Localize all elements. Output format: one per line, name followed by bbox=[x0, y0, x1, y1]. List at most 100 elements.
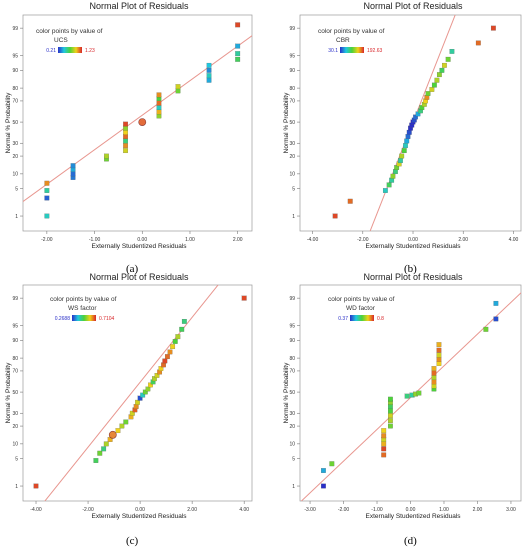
legend-max-label: 0.7104 bbox=[99, 316, 115, 322]
x-tick-label: 4.00 bbox=[239, 507, 249, 513]
data-point bbox=[431, 82, 437, 88]
legend-colorbar bbox=[58, 47, 82, 53]
data-point bbox=[123, 138, 128, 144]
data-point bbox=[405, 134, 411, 139]
x-tick-label: 2.00 bbox=[187, 507, 197, 513]
reference-line bbox=[44, 285, 219, 501]
color-legend: color points by value of UCS 0.21 1.23 bbox=[36, 28, 103, 54]
y-tick-label: 50 bbox=[289, 120, 295, 126]
x-axis-label: Externally Studentized Residuals bbox=[91, 513, 187, 520]
data-point bbox=[181, 318, 187, 324]
chart-title: Normal Plot of Residuals bbox=[89, 1, 189, 11]
legend-colorbar bbox=[340, 47, 364, 53]
data-point bbox=[434, 77, 440, 83]
data-point bbox=[475, 40, 481, 46]
data-point bbox=[70, 171, 76, 177]
x-axis-label: Externally Studentized Residuals bbox=[365, 513, 461, 520]
data-point bbox=[449, 48, 455, 54]
data-point bbox=[429, 87, 435, 92]
data-point bbox=[404, 393, 410, 399]
data-point bbox=[123, 419, 129, 425]
data-point bbox=[483, 326, 489, 332]
legend-title: color points by value of bbox=[36, 28, 103, 35]
y-tick-label: 99 bbox=[289, 26, 295, 32]
data-point bbox=[123, 125, 128, 131]
data-point bbox=[436, 357, 442, 362]
data-point bbox=[431, 383, 437, 389]
x-tick-label: -1.00 bbox=[89, 237, 101, 243]
panel-label: (c) bbox=[126, 535, 139, 547]
data-point bbox=[431, 366, 437, 371]
y-tick-label: 1 bbox=[15, 484, 18, 490]
data-point bbox=[154, 373, 160, 378]
data-point bbox=[70, 163, 76, 169]
color-legend: color points by value of CBR 30.1 192.63 bbox=[318, 28, 385, 54]
data-point bbox=[381, 433, 387, 439]
x-tick-label: 1.00 bbox=[185, 237, 195, 243]
legend-variable: UCS bbox=[54, 37, 68, 44]
legend-max-label: 1.23 bbox=[85, 48, 95, 54]
data-point bbox=[399, 153, 405, 159]
data-point bbox=[135, 399, 140, 405]
data-point bbox=[401, 148, 407, 154]
data-point bbox=[172, 339, 178, 344]
data-point bbox=[436, 352, 442, 358]
x-tick-label: 4.00 bbox=[509, 237, 519, 243]
data-point bbox=[381, 441, 387, 447]
data-point bbox=[404, 138, 410, 144]
data-point bbox=[403, 143, 408, 149]
y-tick-label: 5 bbox=[15, 186, 18, 192]
data-point bbox=[123, 121, 128, 127]
y-tick-label: 90 bbox=[289, 338, 295, 344]
data-point bbox=[393, 169, 398, 175]
data-point bbox=[394, 165, 400, 170]
x-tick-label: -3.00 bbox=[304, 507, 316, 513]
data-point bbox=[123, 148, 128, 154]
data-point bbox=[44, 188, 50, 193]
data-point bbox=[175, 334, 181, 340]
x-tick-label: 0.00 bbox=[137, 237, 147, 243]
x-tick-label: 2.00 bbox=[233, 237, 243, 243]
data-point bbox=[436, 361, 442, 366]
y-tick-label: 30 bbox=[12, 411, 18, 417]
y-tick-label: 80 bbox=[12, 356, 18, 362]
legend-title: color points by value of bbox=[50, 296, 117, 303]
legend-colorbar bbox=[350, 315, 374, 321]
data-point bbox=[388, 413, 393, 419]
data-point bbox=[33, 483, 39, 489]
data-point bbox=[167, 349, 173, 355]
data-point bbox=[162, 358, 168, 364]
y-tick-label: 50 bbox=[289, 390, 295, 396]
data-point bbox=[97, 450, 103, 456]
data-point bbox=[321, 468, 326, 473]
chart-title: Normal Plot of Residuals bbox=[363, 1, 463, 11]
y-tick-label: 10 bbox=[12, 172, 18, 178]
x-tick-label: 0.00 bbox=[406, 507, 416, 513]
data-point bbox=[44, 213, 50, 219]
data-point bbox=[493, 300, 499, 306]
y-axis-label: Normal % Probability bbox=[5, 92, 12, 153]
data-point bbox=[419, 105, 425, 111]
y-axis-label: Normal % Probability bbox=[5, 362, 12, 423]
y-tick-label: 99 bbox=[12, 26, 18, 32]
y-tick-label: 95 bbox=[12, 53, 18, 59]
plot-area bbox=[22, 14, 253, 232]
data-point bbox=[445, 56, 451, 62]
data-point bbox=[381, 428, 387, 434]
data-point bbox=[439, 67, 445, 73]
data-point bbox=[235, 43, 241, 49]
data-point bbox=[406, 129, 412, 135]
data-point bbox=[142, 389, 148, 395]
data-point bbox=[442, 62, 447, 68]
x-tick-label: 1.00 bbox=[439, 507, 449, 513]
chart-panel-3: Normal Plot of Residuals Externally Stude… bbox=[5, 272, 253, 547]
data-point bbox=[93, 458, 99, 463]
y-tick-label: 50 bbox=[12, 390, 18, 396]
data-point bbox=[235, 56, 241, 62]
data-point bbox=[382, 188, 388, 193]
data-point bbox=[398, 158, 403, 164]
y-tick-label: 20 bbox=[12, 154, 18, 160]
y-tick-label: 95 bbox=[12, 323, 18, 329]
data-point-highlight bbox=[138, 118, 147, 126]
data-point bbox=[436, 72, 442, 78]
